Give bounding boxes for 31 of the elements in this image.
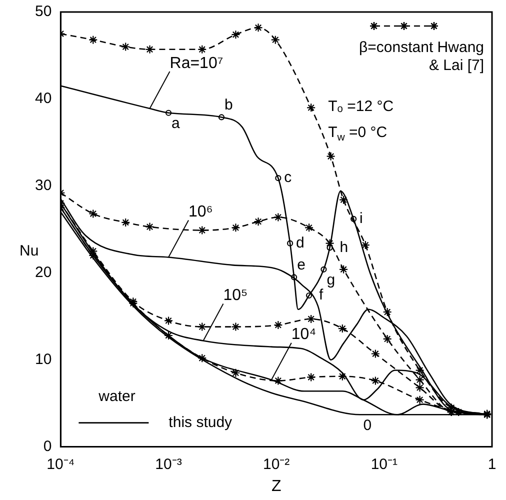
annotation: h bbox=[340, 238, 348, 256]
annotation: 10⁵ bbox=[223, 287, 248, 304]
annotation: e bbox=[297, 256, 306, 274]
x-tick-label: 10⁻⁴ bbox=[46, 456, 75, 473]
x-tick-label: 1 bbox=[488, 456, 496, 473]
annotation: d bbox=[296, 234, 304, 252]
x-axis-title: Z bbox=[271, 478, 282, 495]
x-tick-label: 10⁻² bbox=[263, 456, 290, 473]
x-tick-label: 10⁻¹ bbox=[370, 456, 398, 473]
annotation: 10⁴ bbox=[291, 326, 316, 344]
annotation: 10⁶ bbox=[188, 204, 213, 221]
y-axis-title: Nu bbox=[20, 242, 39, 260]
y-tick-label: 40 bbox=[34, 90, 52, 108]
annotation: Tₒ =12 °C bbox=[328, 98, 394, 116]
annotation: Ra=10⁷ bbox=[170, 54, 224, 72]
y-tick-label: 0 bbox=[43, 438, 52, 455]
annotation: a bbox=[172, 115, 181, 132]
x-tick-label: 10⁻³ bbox=[155, 456, 182, 473]
annotation: b bbox=[224, 96, 233, 114]
y-tick-label: 20 bbox=[34, 264, 52, 282]
annotation: g bbox=[326, 272, 336, 289]
annotation: f bbox=[319, 286, 324, 304]
annotation: c bbox=[284, 169, 292, 186]
text: β=constant Hwang & Lai [7] bbox=[359, 39, 484, 74]
legend-title: water bbox=[98, 388, 136, 405]
y-tick-label: 30 bbox=[34, 177, 52, 194]
y-tick-label: 10 bbox=[34, 350, 52, 368]
legend-label: this study bbox=[168, 414, 233, 431]
annotation: 0 bbox=[363, 416, 372, 434]
y-tick-label: 50 bbox=[34, 3, 52, 20]
annotation: i bbox=[360, 210, 363, 228]
